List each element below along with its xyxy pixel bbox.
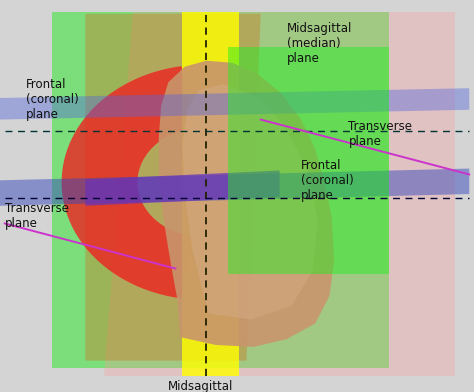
Polygon shape [52,12,389,368]
Text: Transverse
plane: Transverse plane [348,120,412,147]
Text: Frontal
(coronal)
plane: Frontal (coronal) plane [301,159,354,202]
Text: Midsagittal: Midsagittal [168,380,234,392]
Polygon shape [228,47,389,274]
Text: Midsagittal
(median)
plane: Midsagittal (median) plane [287,22,352,65]
Text: Frontal
(coronal)
plane: Frontal (coronal) plane [26,78,79,122]
Text: Transverse
plane: Transverse plane [5,202,69,230]
Polygon shape [182,12,239,376]
Polygon shape [85,171,280,206]
Polygon shape [104,12,455,376]
Polygon shape [62,66,193,298]
Polygon shape [159,61,334,347]
Polygon shape [0,88,469,120]
Polygon shape [0,169,469,206]
Polygon shape [182,84,318,319]
Polygon shape [85,14,261,361]
